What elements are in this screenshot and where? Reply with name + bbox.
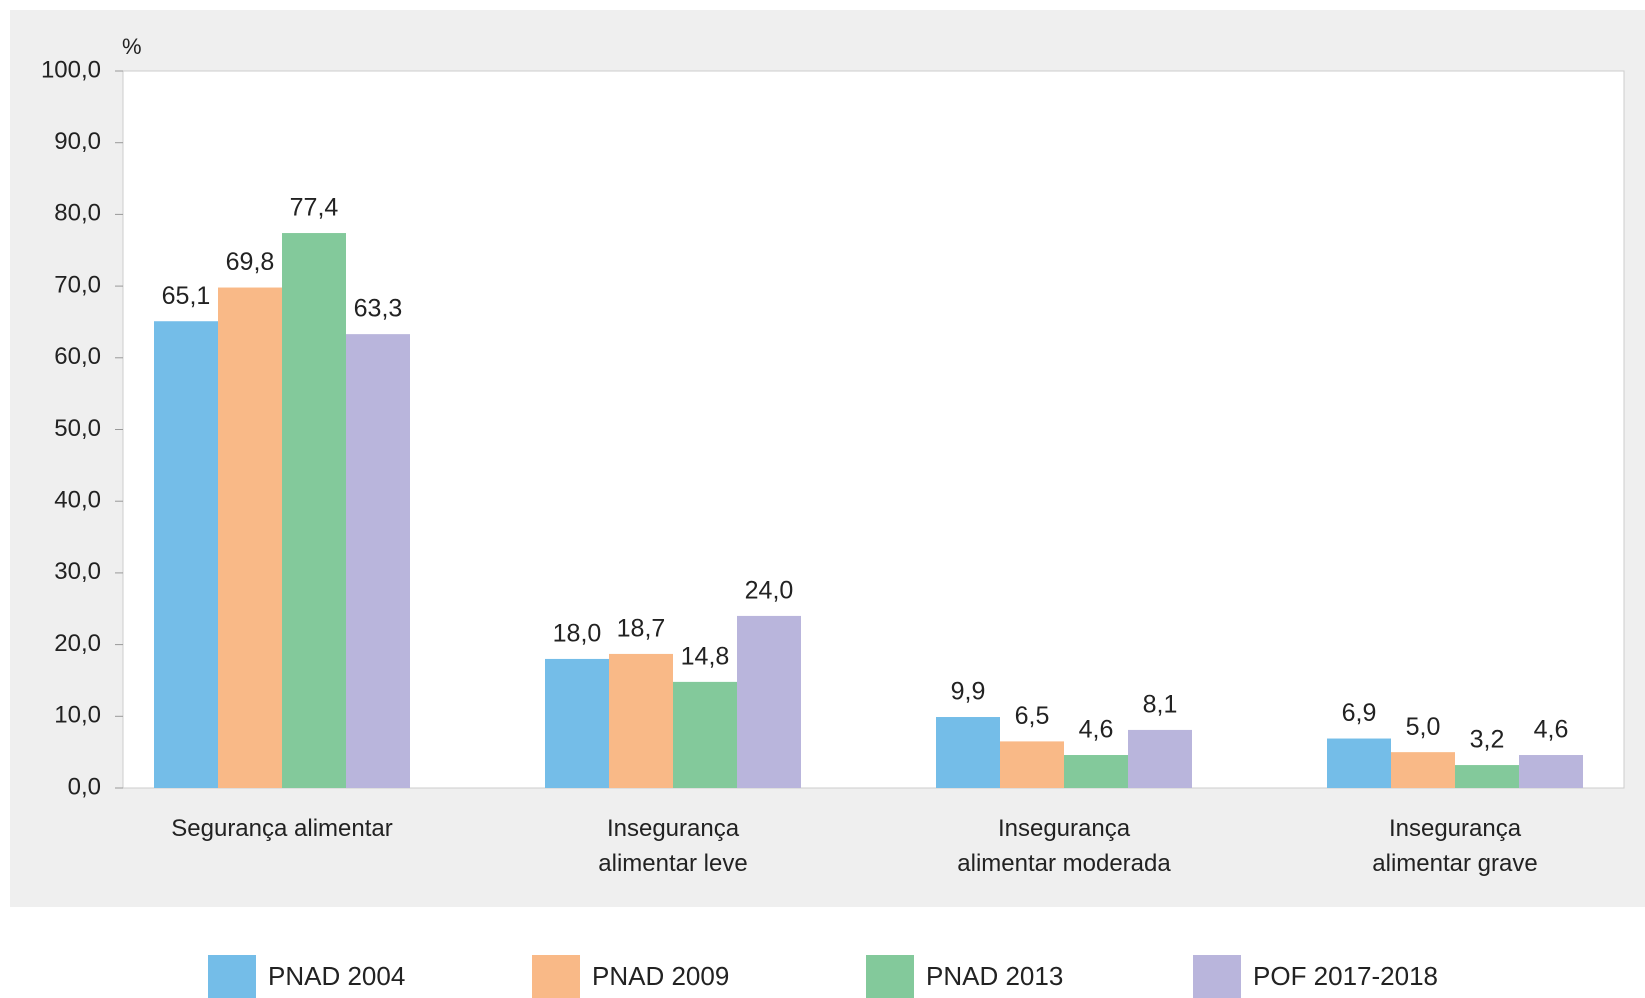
bar <box>218 287 282 788</box>
y-tick-label: 10,0 <box>54 702 101 729</box>
y-tick-label: 0,0 <box>68 773 101 800</box>
legend-label: PNAD 2013 <box>926 961 1063 991</box>
legend-label: PNAD 2009 <box>592 961 729 991</box>
value-label: 18,0 <box>553 620 602 648</box>
y-tick-label: 70,0 <box>54 271 101 298</box>
legend-label: PNAD 2004 <box>268 961 405 991</box>
y-tick-label: 50,0 <box>54 415 101 442</box>
bar <box>282 233 346 789</box>
value-label: 63,3 <box>354 295 403 323</box>
bar <box>1455 765 1519 788</box>
value-label: 4,6 <box>1079 716 1114 744</box>
legend-swatch <box>532 955 580 998</box>
value-label: 5,0 <box>1406 713 1441 741</box>
y-tick-label: 40,0 <box>54 487 101 514</box>
bar <box>673 681 737 788</box>
value-label: 18,7 <box>617 615 666 643</box>
value-label: 9,9 <box>951 678 986 706</box>
y-tick-label: 30,0 <box>54 558 101 585</box>
y-tick-label: 20,0 <box>54 630 101 657</box>
y-tick-label: 80,0 <box>54 200 101 227</box>
x-tick-label: Segurança alimentar <box>171 815 392 842</box>
bar <box>1391 752 1455 788</box>
value-label: 3,2 <box>1470 726 1505 754</box>
y-tick-label: 90,0 <box>54 128 101 155</box>
y-unit: % <box>122 34 142 59</box>
bar <box>1327 738 1391 788</box>
value-label: 6,9 <box>1342 699 1377 727</box>
bar <box>545 658 609 788</box>
y-tick-label: 100,0 <box>41 56 101 83</box>
legend-swatch <box>208 955 256 998</box>
bar <box>1064 755 1128 788</box>
value-label: 65,1 <box>162 282 211 310</box>
x-tick-label: Insegurança alimentar moderada <box>957 815 1171 877</box>
legend-label: POF 2017-2018 <box>1253 961 1438 991</box>
x-tick-label: Insegurança alimentar leve <box>598 815 747 877</box>
value-label: 24,0 <box>745 577 794 605</box>
bar <box>1000 741 1064 788</box>
bar <box>609 653 673 788</box>
legend-swatch <box>1193 955 1241 998</box>
legend-swatch <box>866 955 914 998</box>
value-label: 6,5 <box>1015 702 1050 730</box>
x-tick-label: Insegurança alimentar grave <box>1372 815 1537 877</box>
bar <box>346 334 410 788</box>
value-label: 4,6 <box>1534 716 1569 744</box>
value-label: 69,8 <box>226 248 275 276</box>
bar <box>154 321 218 788</box>
bar <box>936 717 1000 788</box>
value-label: 14,8 <box>681 642 730 670</box>
bar <box>1519 755 1583 788</box>
value-label: 77,4 <box>290 194 339 222</box>
y-tick-label: 60,0 <box>54 343 101 370</box>
bar <box>737 615 801 788</box>
value-label: 8,1 <box>1143 691 1178 719</box>
bar <box>1128 729 1192 788</box>
